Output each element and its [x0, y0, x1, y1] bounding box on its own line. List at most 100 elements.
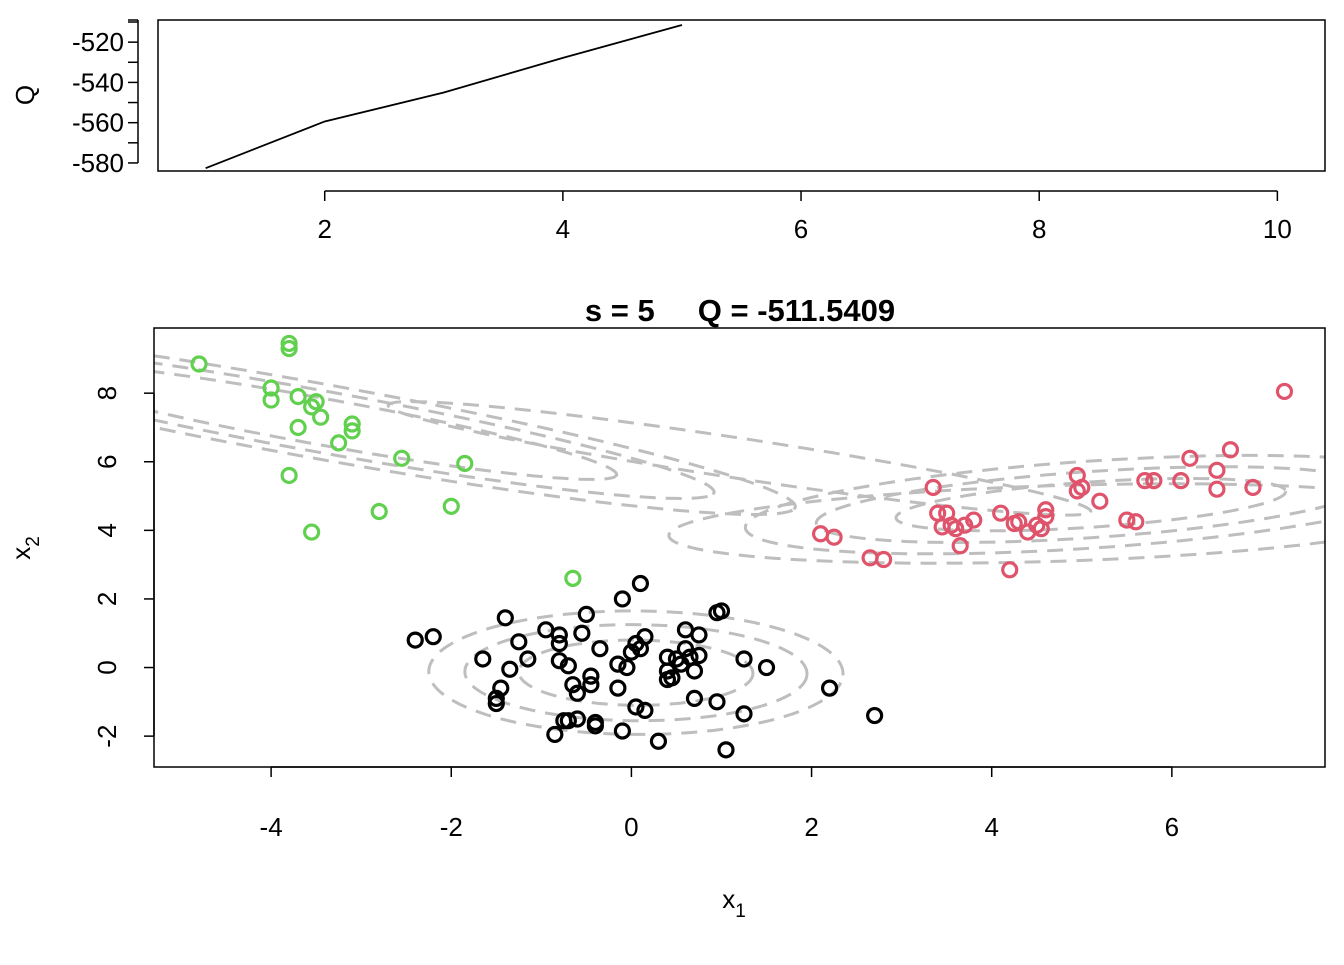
x-tick-label: -2 [440, 812, 463, 842]
scatter-x-axis: -4 -2 0 2 4 6 [260, 766, 1179, 842]
x-tick-label: 2 [804, 812, 818, 842]
data-point [735, 705, 753, 723]
data-point [307, 393, 325, 411]
data-point [568, 710, 586, 728]
x-label-main: x [722, 884, 735, 914]
density-contour [463, 623, 809, 723]
density-contour [894, 476, 1288, 533]
data-point [487, 694, 505, 713]
data-point [757, 658, 776, 677]
data-point [190, 355, 208, 373]
y-tick-label: -560 [72, 108, 124, 138]
x-tick-label: 4 [984, 812, 998, 842]
q-trace-y-axis: -580 -560 -540 -520 [72, 19, 139, 178]
data-point [1208, 480, 1226, 498]
x-tick-label: 6 [794, 214, 808, 244]
data-point [735, 650, 753, 668]
data-point [564, 569, 582, 587]
scatter-x-axis-label: x1 [722, 884, 746, 922]
data-point [825, 528, 843, 546]
scatter-y-axis: -2 0 2 4 6 8 [92, 386, 155, 748]
density-contour [743, 453, 1325, 556]
q-trace-panel: 2 4 6 8 10 -580 -560 -540 -520 Q [10, 19, 1326, 244]
data-point [1244, 478, 1262, 497]
y-tick-label: -520 [72, 27, 124, 57]
data-point [875, 550, 893, 569]
data-point [582, 676, 600, 694]
data-point [424, 628, 442, 646]
y-tick-label: -540 [72, 67, 124, 97]
y-tick-label: 2 [92, 592, 122, 606]
data-point [1172, 472, 1190, 490]
data-point [1275, 382, 1294, 401]
density-contour [814, 465, 1325, 544]
x-tick-label: 8 [1032, 214, 1046, 244]
data-point [685, 662, 704, 680]
data-point [1208, 461, 1226, 479]
data-point [393, 449, 411, 467]
density-contours [154, 354, 1325, 736]
data-point [992, 504, 1010, 522]
data-point [685, 689, 704, 708]
data-point [591, 640, 609, 658]
data-point [627, 698, 645, 716]
data-point [262, 379, 280, 397]
data-point [406, 631, 424, 649]
data-point [343, 422, 361, 440]
data-point [510, 633, 528, 651]
data-point [618, 658, 636, 677]
data-point [586, 717, 604, 735]
data-point [582, 667, 600, 685]
density-contour [427, 609, 845, 736]
x-tick-label: 6 [1165, 812, 1179, 842]
data-point [442, 497, 460, 515]
data-point [456, 454, 474, 473]
data-point [568, 684, 586, 702]
y-tick-label: 8 [92, 386, 122, 400]
data-point [947, 520, 965, 538]
data-point [312, 408, 330, 426]
data-point [1127, 513, 1145, 531]
density-contour [154, 354, 797, 516]
data-point [1118, 511, 1136, 529]
y-label-subscript: 2 [23, 536, 44, 547]
density-contour [517, 638, 755, 707]
density-contour [667, 482, 1325, 565]
data-point [676, 640, 695, 658]
data-point [1037, 501, 1055, 519]
x-label-subscript: 1 [735, 901, 746, 922]
scatter-plot-frame [153, 327, 1326, 768]
data-point [501, 660, 519, 678]
data-point [573, 624, 591, 642]
scatter-y-axis-label: x2 [6, 536, 44, 560]
data-points [190, 334, 1294, 759]
x-tick-label: 2 [317, 214, 331, 244]
x-tick-label: 4 [556, 214, 570, 244]
data-point [330, 434, 348, 452]
data-point [609, 655, 627, 673]
y-tick-label: -580 [72, 148, 124, 178]
density-contour [154, 361, 716, 501]
q-trace-x-axis: 2 4 6 8 10 [317, 190, 1292, 244]
data-point [1037, 508, 1055, 526]
x-tick-label: 0 [624, 812, 638, 842]
data-point [1181, 449, 1199, 467]
data-point [811, 525, 830, 543]
data-point [262, 391, 280, 409]
data-point [1091, 492, 1109, 510]
data-point [1221, 441, 1240, 459]
x-tick-label: 10 [1263, 214, 1292, 244]
data-point [559, 712, 577, 730]
data-point [280, 334, 298, 353]
data-point [866, 706, 884, 725]
data-point [289, 387, 307, 406]
y-tick-label: 4 [92, 523, 122, 537]
data-point [1073, 478, 1091, 497]
data-point [280, 339, 298, 358]
data-point [550, 634, 568, 653]
scatter-title: s = 5 Q = -511.5409 [585, 293, 895, 328]
data-point [712, 602, 731, 620]
